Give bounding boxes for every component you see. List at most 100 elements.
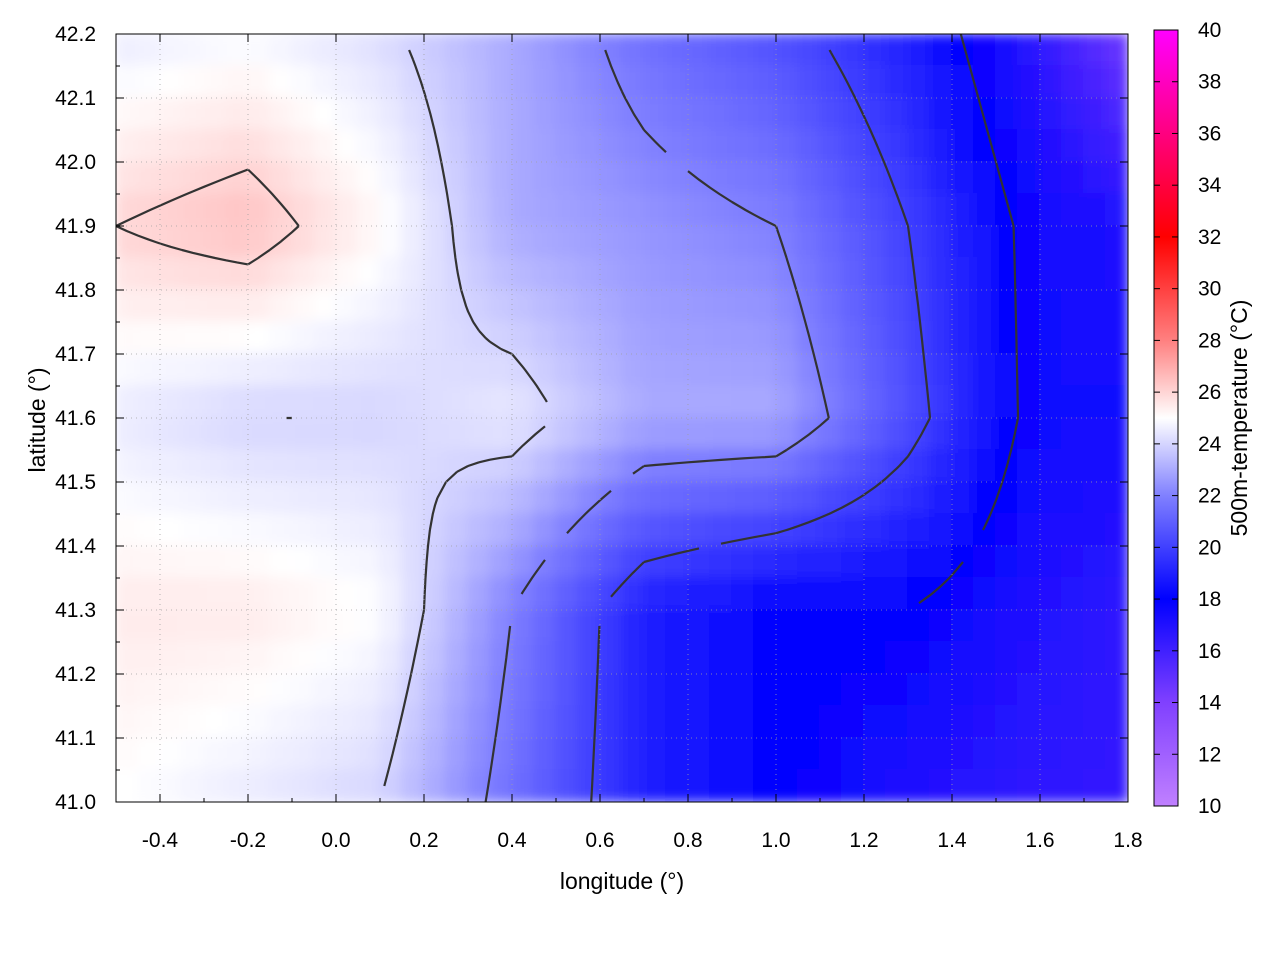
heatmap-cell xyxy=(1017,705,1041,739)
heatmap-cell xyxy=(423,289,447,323)
heatmap-cell xyxy=(181,577,205,611)
heatmap-cell xyxy=(445,97,469,131)
heatmap-cell xyxy=(203,34,227,67)
heatmap-cell xyxy=(775,769,799,802)
heatmap-cell xyxy=(709,65,733,99)
heatmap-cell xyxy=(753,513,777,547)
heatmap-cell xyxy=(401,513,425,547)
heatmap-cell xyxy=(555,385,579,419)
heatmap-cell xyxy=(533,97,557,131)
heatmap-cell xyxy=(555,225,579,259)
heatmap-cell xyxy=(709,417,733,451)
heatmap-cell xyxy=(159,737,183,771)
heatmap-cell xyxy=(489,705,513,739)
heatmap-cell xyxy=(1039,161,1063,195)
heatmap-cell xyxy=(819,641,843,675)
heatmap-cell xyxy=(731,705,755,739)
heatmap-cell xyxy=(203,705,227,739)
heatmap-cell xyxy=(467,97,491,131)
heatmap-cell xyxy=(1017,34,1041,67)
heatmap-cell xyxy=(819,193,843,227)
heatmap-cell xyxy=(489,34,513,67)
heatmap-cell xyxy=(753,385,777,419)
heatmap-cell xyxy=(621,481,645,515)
heatmap-cell xyxy=(423,609,447,643)
heatmap-cell xyxy=(753,417,777,451)
heatmap-cell xyxy=(973,417,997,451)
heatmap-cell xyxy=(116,385,139,419)
heatmap-cell xyxy=(775,321,799,355)
heatmap-cell xyxy=(797,34,821,67)
heatmap-cell xyxy=(1039,577,1063,611)
heatmap-cell xyxy=(225,225,249,259)
heatmap-cell xyxy=(687,65,711,99)
heatmap-cell xyxy=(951,385,975,419)
heatmap-cell xyxy=(731,673,755,707)
heatmap-cell xyxy=(731,289,755,323)
heatmap-cell xyxy=(973,193,997,227)
heatmap-cell xyxy=(863,65,887,99)
heatmap-cell xyxy=(599,289,623,323)
heatmap-cell xyxy=(973,225,997,259)
heatmap-cell xyxy=(335,225,359,259)
heatmap-cell xyxy=(731,225,755,259)
heatmap-cell xyxy=(973,513,997,547)
heatmap-cell xyxy=(995,641,1019,675)
heatmap-cell xyxy=(863,289,887,323)
colorbar-tick-label: 34 xyxy=(1198,174,1222,197)
heatmap-cell xyxy=(731,545,755,579)
heatmap-cell xyxy=(159,257,183,291)
heatmap-cell xyxy=(863,97,887,131)
heatmap-cell xyxy=(467,193,491,227)
heatmap-cell xyxy=(621,417,645,451)
heatmap-cell xyxy=(269,545,293,579)
heatmap-cell xyxy=(467,257,491,291)
heatmap-cell xyxy=(819,513,843,547)
heatmap-cell xyxy=(797,705,821,739)
heatmap-cell xyxy=(665,257,689,291)
heatmap-cell xyxy=(1061,129,1085,163)
heatmap-cell xyxy=(885,513,909,547)
heatmap-cell xyxy=(687,609,711,643)
heatmap-cell xyxy=(621,34,645,67)
heatmap-cell xyxy=(445,641,469,675)
heatmap-cell xyxy=(951,225,975,259)
heatmap-cell xyxy=(291,673,315,707)
heatmap-cell xyxy=(357,65,381,99)
heatmap-cell xyxy=(379,193,403,227)
heatmap-cell xyxy=(577,705,601,739)
heatmap-cell xyxy=(599,545,623,579)
heatmap-cell xyxy=(907,705,931,739)
heatmap-cell xyxy=(973,673,997,707)
heatmap-cell xyxy=(181,545,205,579)
heatmap-cell xyxy=(203,353,227,387)
heatmap-cell xyxy=(995,513,1019,547)
heatmap-cell xyxy=(181,65,205,99)
heatmap-cell xyxy=(665,289,689,323)
heatmap-cell xyxy=(841,513,865,547)
heatmap-cell xyxy=(335,289,359,323)
heatmap-cell xyxy=(379,289,403,323)
heatmap-cell xyxy=(313,34,337,67)
heatmap-cell xyxy=(687,353,711,387)
heatmap-cell xyxy=(753,289,777,323)
heatmap-cell xyxy=(929,193,953,227)
x-tick-label: 1.4 xyxy=(937,829,967,852)
heatmap-cell xyxy=(335,481,359,515)
heatmap-cell xyxy=(665,321,689,355)
heatmap-cell xyxy=(401,449,425,483)
heatmap-cell xyxy=(116,449,139,483)
heatmap-cell xyxy=(203,673,227,707)
heatmap-cell xyxy=(269,449,293,483)
heatmap-cell xyxy=(929,225,953,259)
heatmap-cell xyxy=(753,97,777,131)
heatmap-cell xyxy=(929,545,953,579)
heatmap-cell xyxy=(599,353,623,387)
heatmap-cell xyxy=(467,65,491,99)
y-tick-label: 41.5 xyxy=(55,471,96,494)
heatmap-cell xyxy=(116,769,139,802)
heatmap-cell xyxy=(379,353,403,387)
heatmap-cell xyxy=(511,545,535,579)
heatmap-cell xyxy=(159,225,183,259)
temperature-contours xyxy=(116,34,1020,802)
